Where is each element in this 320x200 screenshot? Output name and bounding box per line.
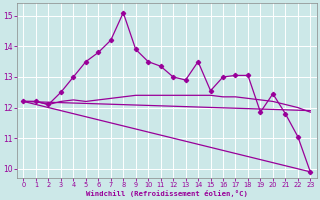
X-axis label: Windchill (Refroidissement éolien,°C): Windchill (Refroidissement éolien,°C) <box>86 190 248 197</box>
